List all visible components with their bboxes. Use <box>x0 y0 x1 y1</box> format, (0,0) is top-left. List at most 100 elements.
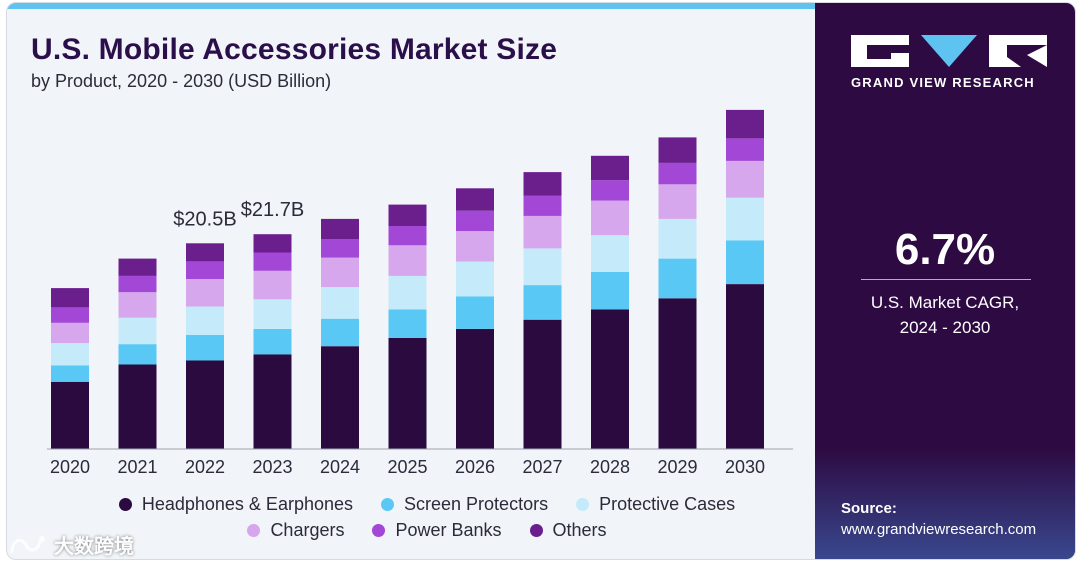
bar-segment <box>591 200 629 236</box>
x-tick-label: 2025 <box>387 457 427 477</box>
data-label: $21.7B <box>241 199 304 221</box>
bar-segment <box>51 343 89 366</box>
bar-segment <box>523 172 562 196</box>
bar-segment <box>523 215 562 249</box>
bar-segment <box>523 195 562 216</box>
bar-segment <box>118 317 157 345</box>
infographic-card: U.S. Mobile Accessories Market Size by P… <box>6 2 1076 560</box>
source-url[interactable]: www.grandviewresearch.com <box>841 521 1037 538</box>
bar-segment <box>388 309 427 338</box>
legend-item-chargers: Chargers <box>247 520 344 541</box>
bar-segment <box>658 184 697 219</box>
cagr-label-line1: U.S. Market CAGR, <box>870 293 1020 312</box>
bar-segment <box>321 287 359 319</box>
legend-row: Headphones & Earphones Screen Protectors… <box>87 491 767 517</box>
bar-segment <box>186 243 224 262</box>
bar-segment <box>726 160 764 198</box>
x-tick-label: 2030 <box>725 457 765 477</box>
legend-label: Others <box>552 519 607 540</box>
cagr-label: U.S. Market CAGR, 2024 - 2030 <box>815 290 1075 340</box>
chart-title: U.S. Mobile Accessories Market Size <box>31 33 558 66</box>
side-panel: GRAND VIEW RESEARCH 6.7% U.S. Market CAG… <box>815 3 1075 559</box>
bar-segment <box>658 258 697 299</box>
bar-segment <box>456 231 494 262</box>
bar-segment <box>253 328 292 355</box>
bar-segment <box>388 245 427 276</box>
x-tick-label: 2022 <box>185 457 225 477</box>
bar-segment <box>388 226 427 246</box>
bar-segment <box>253 270 292 300</box>
bar-segment <box>321 239 359 258</box>
legend-item-screen-protectors: Screen Protectors <box>381 494 548 515</box>
bar-segment <box>388 338 427 449</box>
bar-segment <box>456 188 494 211</box>
bar-segment <box>321 257 359 288</box>
bar-segment <box>118 258 157 276</box>
legend-row: Chargers Power Banks Others <box>87 517 767 543</box>
x-tick-label: 2028 <box>590 457 630 477</box>
bar-segment <box>591 235 629 272</box>
x-tick-label: 2029 <box>657 457 697 477</box>
bar-segment <box>186 306 224 335</box>
bar-segment <box>51 381 89 449</box>
bar-segment <box>726 197 764 241</box>
legend-item-headphones: Headphones & Earphones <box>118 493 354 515</box>
legend-swatch <box>576 497 590 511</box>
bar-segment <box>186 360 224 449</box>
bar-segment <box>456 296 494 329</box>
watermark: 大数跨境 <box>8 530 134 559</box>
legend-swatch <box>381 497 395 511</box>
legend-item-others: Others <box>529 519 607 541</box>
legend-item-protective-cases: Protective Cases <box>576 494 735 515</box>
bar-segment <box>523 319 562 449</box>
bar-segment <box>726 109 764 139</box>
x-tick-label: 2027 <box>522 457 562 477</box>
cagr-value: 6.7% <box>894 225 996 274</box>
watermark-text: 大数跨境 <box>54 536 134 558</box>
legend-item-power-banks: Power Banks <box>372 520 502 541</box>
bar-segment <box>726 240 764 285</box>
x-tick-label: 2023 <box>252 457 292 477</box>
cagr-label-line2: 2024 - 2030 <box>899 318 991 337</box>
divider <box>861 279 1031 280</box>
bar-segment <box>118 364 157 449</box>
x-tick-label: 2021 <box>117 457 157 477</box>
chart-subtitle: by Product, 2020 - 2030 (USD Billion) <box>31 71 332 91</box>
bar-segment <box>591 180 629 201</box>
bar-segment <box>523 285 562 320</box>
data-label: $20.5B <box>173 208 236 230</box>
bar-segment <box>321 218 359 240</box>
bar-segment <box>726 284 764 449</box>
bar-segment <box>253 234 292 253</box>
legend-swatch <box>529 523 543 537</box>
bar-segment <box>51 365 89 382</box>
bar-segment <box>658 298 697 449</box>
bar-segment <box>388 204 427 226</box>
x-tick-label: 2024 <box>320 457 360 477</box>
watermark-logo-icon <box>10 535 45 553</box>
bar-segment <box>591 155 629 181</box>
legend-swatch <box>372 523 386 537</box>
bar-segment <box>118 344 157 365</box>
bar-segment <box>186 335 224 361</box>
bar-segment <box>321 318 359 347</box>
stacked-bar-chart: 2020 2021 2022 2023 2024 2025 2026 2027 2028 2029… <box>47 109 793 477</box>
bar-segment <box>253 252 292 271</box>
bar-segment <box>456 261 494 297</box>
gvr-logo-icon <box>851 35 1047 67</box>
bar-segment <box>658 218 697 259</box>
panel-decoration <box>815 449 1075 559</box>
brand-name: GRAND VIEW RESEARCH <box>851 75 1035 90</box>
bar-segment <box>658 162 697 185</box>
x-tick-label: 2020 <box>50 457 90 477</box>
legend-label: Headphones & Earphones <box>141 493 354 514</box>
bar-segment <box>456 328 494 449</box>
bar-segment <box>253 354 292 449</box>
bar-segment <box>51 307 89 323</box>
bar-segment <box>726 138 764 161</box>
bar-segment <box>253 299 292 329</box>
bar-segment <box>118 292 157 318</box>
x-tick-label: 2026 <box>455 457 495 477</box>
source-label: Source: <box>841 500 897 517</box>
bar-segment <box>186 279 224 307</box>
